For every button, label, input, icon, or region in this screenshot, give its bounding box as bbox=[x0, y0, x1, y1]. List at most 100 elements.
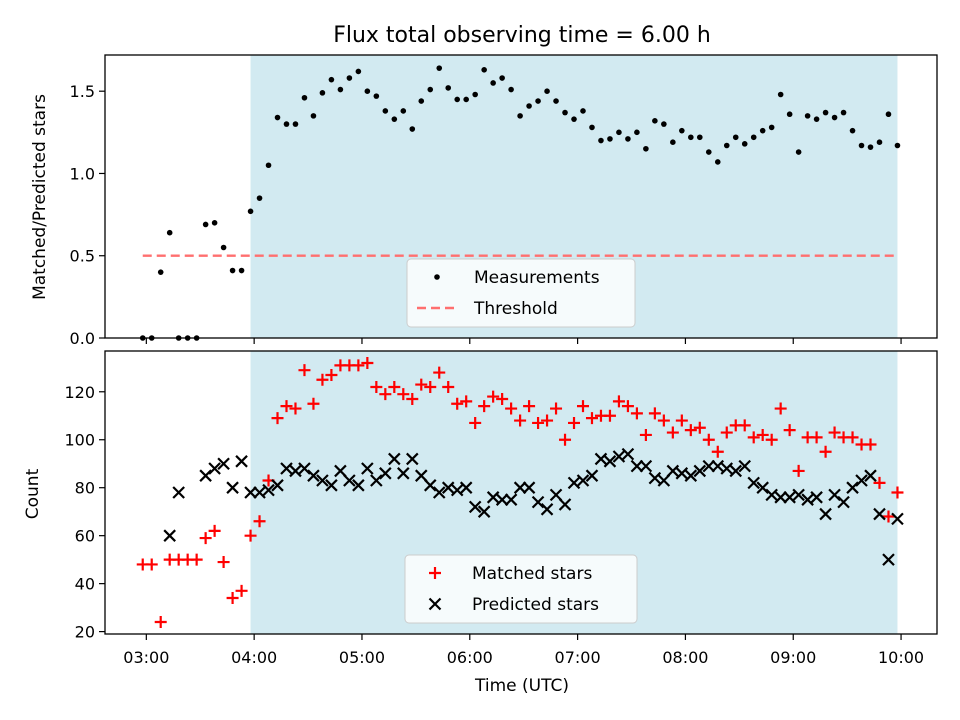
predicted-star-point bbox=[765, 488, 778, 502]
matched-star-point bbox=[621, 400, 634, 413]
measurement-point bbox=[670, 139, 676, 146]
measurement-point bbox=[562, 109, 568, 116]
matched-star-point bbox=[738, 419, 751, 432]
matched-star-point bbox=[325, 368, 338, 381]
predicted-star-point bbox=[576, 474, 590, 487]
matched-star-point bbox=[154, 616, 167, 629]
x-tick-label: 04:00 bbox=[231, 648, 277, 667]
matched-star-point bbox=[792, 464, 805, 477]
predicted-star-point bbox=[352, 479, 365, 492]
x-tick-label: 10:00 bbox=[878, 648, 924, 667]
predicted-star-point bbox=[855, 474, 868, 487]
measurement-point bbox=[481, 67, 487, 73]
measurement-point bbox=[849, 127, 856, 134]
measurement-point bbox=[247, 208, 254, 215]
predicted-star-point bbox=[513, 481, 527, 494]
measurement-point bbox=[840, 109, 847, 116]
measurement-point bbox=[589, 124, 595, 131]
predicted-star-point bbox=[792, 488, 805, 502]
matched-star-point bbox=[388, 380, 401, 393]
matched-star-point bbox=[217, 556, 230, 569]
predicted-star-point bbox=[603, 455, 617, 468]
measurement-point bbox=[580, 108, 586, 114]
measurement-point bbox=[499, 75, 505, 81]
matched-star-point bbox=[550, 402, 563, 415]
predicted-star-point bbox=[379, 467, 392, 480]
matched-star-point bbox=[747, 431, 760, 444]
predicted-star-point bbox=[540, 503, 554, 516]
matched-star-point bbox=[226, 592, 239, 605]
y-tick-label: 1.0 bbox=[70, 164, 95, 183]
legend-label: Matched stars bbox=[472, 564, 592, 584]
matched-star-point bbox=[379, 388, 392, 401]
predicted-star-point bbox=[891, 512, 904, 526]
predicted-star-point bbox=[441, 481, 455, 494]
axes-frame bbox=[104, 54, 938, 339]
measurement-point bbox=[436, 65, 443, 71]
measurement-point bbox=[831, 114, 838, 121]
predicted-star-point bbox=[648, 471, 662, 485]
predicted-star-point bbox=[316, 474, 329, 487]
measurement-point bbox=[220, 244, 227, 251]
measurement-point bbox=[445, 85, 452, 91]
matched-star-point bbox=[298, 364, 311, 377]
matched-star-point bbox=[666, 426, 679, 439]
measurement-point bbox=[211, 220, 218, 226]
measurement-point bbox=[652, 118, 658, 124]
legend-box bbox=[406, 258, 636, 328]
measurement-point bbox=[741, 141, 748, 147]
measurement-point bbox=[517, 113, 523, 119]
top-panel: 0.0 0.5 1.0 1.5 Measurements Threshold bbox=[70, 54, 938, 348]
matched-star-point bbox=[496, 392, 509, 405]
x-tick-label: 05:00 bbox=[339, 648, 385, 667]
predicted-star-point bbox=[432, 486, 446, 499]
matched-star-point bbox=[307, 397, 320, 410]
measurement-point bbox=[813, 116, 820, 122]
predicted-star-point bbox=[666, 464, 680, 478]
matched-star-point bbox=[145, 558, 158, 571]
measurement-point bbox=[598, 137, 604, 144]
predicted-star-point bbox=[801, 493, 814, 506]
matched-star-point bbox=[208, 524, 221, 537]
measurement-point bbox=[319, 90, 326, 96]
matched-star-point bbox=[783, 424, 796, 437]
matched-star-point bbox=[442, 380, 455, 393]
predicted-star-point bbox=[639, 459, 653, 473]
matched-star-point bbox=[568, 416, 581, 429]
predicted-star-point bbox=[388, 452, 401, 466]
predicted-star-point bbox=[163, 529, 176, 542]
matched-star-point bbox=[819, 445, 832, 458]
measurement-point bbox=[409, 126, 416, 132]
predicted-star-point bbox=[280, 462, 293, 475]
matched-star-point bbox=[864, 438, 877, 451]
measurement-point bbox=[346, 75, 353, 81]
predicted-star-point bbox=[414, 469, 428, 482]
matched-star-point bbox=[630, 407, 643, 420]
bottom-panel: 20 40 60 80 100 120 03:00 04:00 05:00 06:00 07:00 0… bbox=[64, 350, 938, 667]
matched-star-point bbox=[271, 412, 284, 425]
measurement-point bbox=[292, 121, 299, 127]
predicted-star-point bbox=[720, 462, 734, 475]
y-tick-label: 120 bbox=[64, 383, 95, 402]
predicted-star-point bbox=[522, 481, 536, 494]
y-tick-label: 100 bbox=[64, 431, 95, 450]
predicted-star-point bbox=[774, 491, 787, 504]
matched-star-point bbox=[406, 392, 419, 405]
predicted-star-point bbox=[271, 479, 284, 492]
measurement-point bbox=[732, 134, 739, 141]
xlabel: Time (UTC) bbox=[474, 676, 569, 696]
matched-star-point bbox=[612, 395, 625, 408]
predicted-star-point bbox=[531, 495, 545, 509]
measurement-point bbox=[265, 162, 272, 169]
matched-star-point bbox=[487, 390, 500, 403]
predicted-star-point bbox=[406, 452, 419, 466]
measurement-point bbox=[661, 121, 667, 127]
predicted-star-point bbox=[585, 469, 599, 482]
top-ylabel: Matched/Predicted stars bbox=[30, 94, 50, 300]
measurement-point bbox=[553, 98, 559, 104]
matched-star-point bbox=[891, 486, 904, 499]
y-tick-label: 60 bbox=[75, 527, 95, 546]
matched-star-point bbox=[532, 416, 545, 429]
measurement-point bbox=[490, 80, 496, 86]
predicted-star-point bbox=[172, 486, 185, 499]
